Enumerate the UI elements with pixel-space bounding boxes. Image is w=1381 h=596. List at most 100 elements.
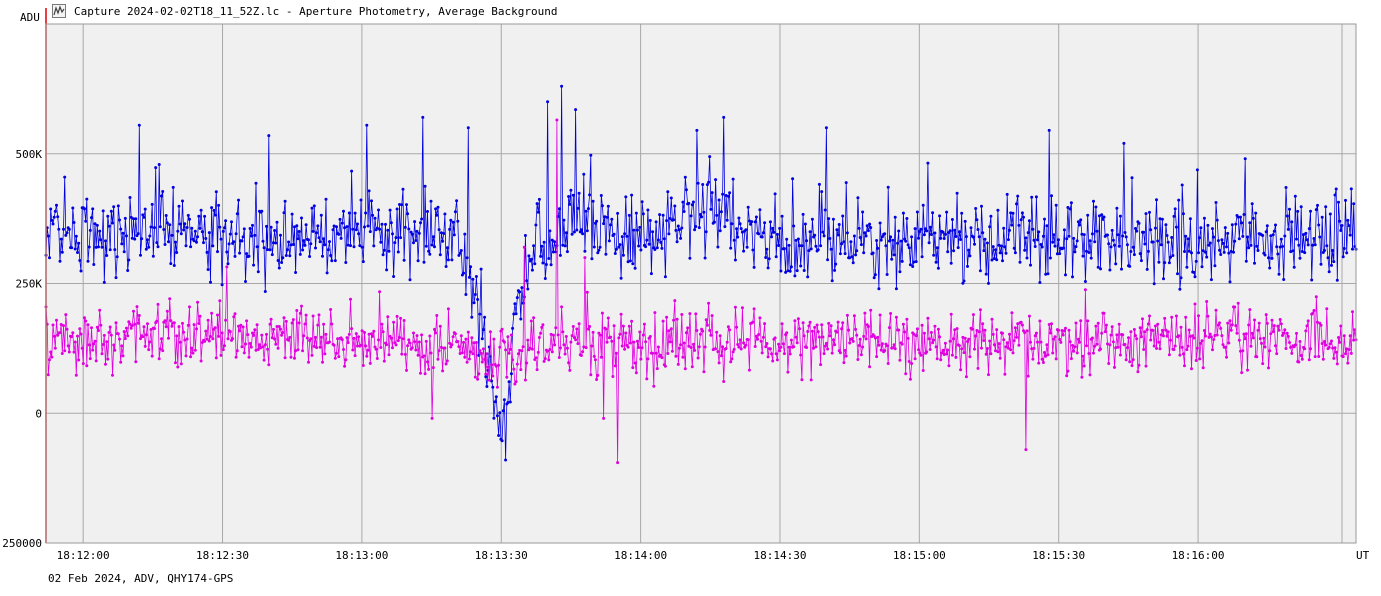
data-point xyxy=(938,214,942,218)
data-point xyxy=(293,356,296,360)
data-point xyxy=(710,314,714,318)
data-point xyxy=(1047,323,1051,326)
data-point xyxy=(822,352,826,356)
data-point xyxy=(1029,263,1032,267)
data-point xyxy=(968,355,972,359)
data-point xyxy=(66,344,70,348)
data-point xyxy=(305,336,309,340)
data-point xyxy=(50,218,54,222)
data-point xyxy=(410,232,414,236)
data-point xyxy=(1075,239,1079,243)
data-point xyxy=(525,361,529,365)
data-point xyxy=(359,198,363,202)
data-point xyxy=(426,210,429,213)
data-point xyxy=(759,339,763,343)
data-point xyxy=(1132,328,1136,331)
data-point xyxy=(779,269,783,273)
data-point xyxy=(917,348,921,352)
data-point xyxy=(744,343,748,347)
data-point xyxy=(1026,374,1030,378)
data-point xyxy=(317,236,321,240)
data-point xyxy=(244,280,247,283)
data-point xyxy=(929,233,933,236)
data-point xyxy=(609,223,613,227)
data-point xyxy=(226,262,230,266)
data-point xyxy=(426,360,429,364)
data-point xyxy=(195,327,198,331)
data-point xyxy=(176,365,180,369)
data-point xyxy=(1155,198,1158,202)
data-point xyxy=(1188,217,1192,221)
data-point xyxy=(400,352,404,356)
data-point xyxy=(553,343,557,347)
data-point xyxy=(977,235,981,239)
data-point xyxy=(1216,239,1220,243)
data-point xyxy=(1005,192,1009,196)
data-point xyxy=(219,237,223,241)
data-point xyxy=(959,238,963,241)
data-point xyxy=(375,357,379,360)
data-point xyxy=(303,243,307,247)
data-point xyxy=(1281,334,1284,337)
data-point xyxy=(1131,358,1135,362)
data-point xyxy=(88,357,92,361)
data-point xyxy=(766,355,770,359)
data-point xyxy=(996,350,1000,354)
data-point xyxy=(869,308,873,312)
data-point xyxy=(59,323,63,326)
data-point xyxy=(569,340,573,344)
data-point xyxy=(640,346,644,350)
data-point xyxy=(1286,334,1290,338)
data-point xyxy=(53,346,57,350)
data-point xyxy=(149,225,153,229)
data-point xyxy=(311,314,315,318)
data-point xyxy=(662,237,666,241)
data-point xyxy=(106,214,110,218)
data-point xyxy=(57,227,61,231)
data-point xyxy=(505,375,509,379)
data-point xyxy=(1149,228,1153,232)
data-point xyxy=(112,205,116,209)
data-point xyxy=(646,208,650,212)
data-point xyxy=(104,239,107,243)
data-point xyxy=(1156,322,1160,326)
data-point xyxy=(199,359,203,363)
data-point xyxy=(665,219,669,223)
data-point xyxy=(701,183,705,186)
data-point xyxy=(1170,315,1174,319)
data-point xyxy=(1016,194,1020,198)
data-point xyxy=(777,342,781,346)
data-point xyxy=(842,240,846,244)
data-point xyxy=(154,166,158,170)
data-point xyxy=(844,181,848,185)
data-point xyxy=(620,235,624,239)
data-point xyxy=(983,237,987,241)
data-point xyxy=(989,214,993,218)
data-point xyxy=(1218,321,1221,325)
data-point xyxy=(474,341,478,344)
data-point xyxy=(1017,343,1021,347)
data-point xyxy=(1253,318,1256,322)
data-point xyxy=(481,328,485,332)
data-point xyxy=(1109,333,1113,337)
data-point xyxy=(486,365,490,369)
data-point xyxy=(1271,233,1275,237)
data-point xyxy=(1145,267,1149,271)
data-point xyxy=(856,196,860,200)
data-point xyxy=(471,277,475,281)
data-point xyxy=(654,220,658,224)
data-point xyxy=(1264,313,1268,317)
data-point xyxy=(160,337,163,341)
data-point xyxy=(457,345,461,349)
data-point xyxy=(1232,250,1235,254)
data-point xyxy=(737,345,741,349)
data-point xyxy=(1289,250,1293,254)
data-point xyxy=(1094,324,1098,328)
data-point xyxy=(164,325,168,329)
data-point xyxy=(1278,318,1282,321)
data-point xyxy=(1092,199,1095,203)
data-point xyxy=(659,240,663,244)
data-point xyxy=(352,336,356,340)
data-point xyxy=(673,299,677,303)
